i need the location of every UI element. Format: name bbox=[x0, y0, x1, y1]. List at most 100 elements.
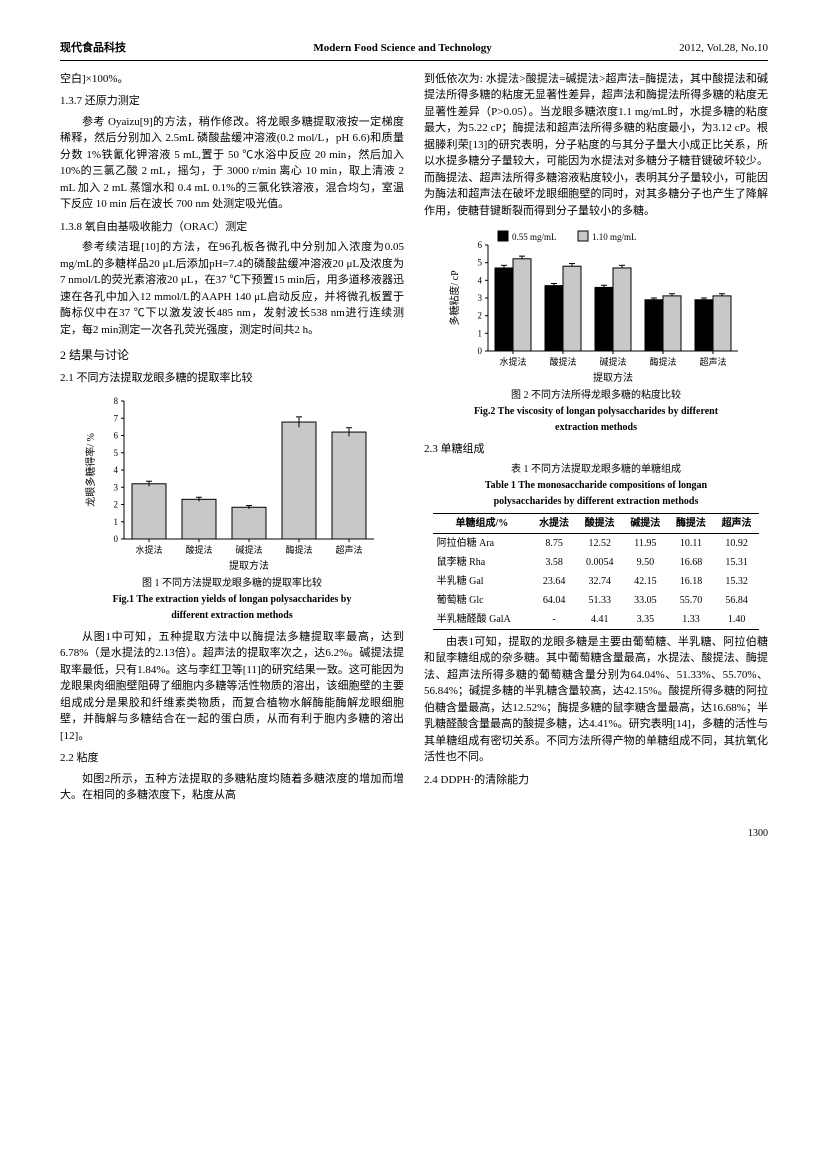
svg-text:2: 2 bbox=[114, 499, 119, 509]
section-2-1-body: 从图1中可知，五种提取方法中以酶提法多糖提取率最高，达到6.78%（是水提法的2… bbox=[60, 629, 404, 745]
section-2-4-title: 2.4 DDPH·的清除能力 bbox=[424, 772, 768, 789]
table-cell: 阿拉伯糖 Ara bbox=[433, 533, 532, 553]
table-cell: 0.0054 bbox=[577, 553, 623, 572]
table-cell: 51.33 bbox=[577, 591, 623, 610]
table-col-header: 酸提法 bbox=[577, 513, 623, 533]
page-number: 1300 bbox=[60, 826, 768, 841]
table-1: 单糖组成/%水提法酸提法碱提法酶提法超声法 阿拉伯糖 Ara8.7512.521… bbox=[433, 513, 760, 630]
table-cell: 10.11 bbox=[668, 533, 714, 553]
table-cell: - bbox=[531, 610, 577, 630]
svg-text:酶提法: 酶提法 bbox=[285, 544, 312, 555]
svg-text:碱提法: 碱提法 bbox=[599, 356, 626, 367]
figure-2-caption-en-2: extraction methods bbox=[424, 420, 768, 435]
table-cell: 9.50 bbox=[623, 553, 669, 572]
content-columns: 空白]×100%。 1.3.7 还原力测定 参考 Oyaizu[9]的方法，稍作… bbox=[60, 71, 768, 806]
table-cell: 鼠李糖 Rha bbox=[433, 553, 532, 572]
svg-text:0.55 mg/mL: 0.55 mg/mL bbox=[512, 232, 557, 242]
svg-text:8: 8 bbox=[114, 396, 119, 406]
table-1-body: 阿拉伯糖 Ara8.7512.5211.9510.1110.92鼠李糖 Rha3… bbox=[433, 533, 760, 629]
section-2-2-continuation: 到低依次为: 水提法>酸提法=碱提法>超声法=酶提法，其中酸提法和碱提法所得多糖… bbox=[424, 71, 768, 220]
svg-text:1.10 mg/mL: 1.10 mg/mL bbox=[592, 232, 637, 242]
table-cell: 11.95 bbox=[623, 533, 669, 553]
svg-text:6: 6 bbox=[478, 240, 483, 250]
svg-text:酸提法: 酸提法 bbox=[549, 356, 576, 367]
table-col-header: 碱提法 bbox=[623, 513, 669, 533]
table-col-header: 水提法 bbox=[531, 513, 577, 533]
continuation-line: 空白]×100%。 bbox=[60, 71, 404, 88]
svg-text:酸提法: 酸提法 bbox=[185, 544, 212, 555]
table-cell: 1.33 bbox=[668, 610, 714, 630]
table-row: 鼠李糖 Rha3.580.00549.5016.6815.31 bbox=[433, 553, 760, 572]
svg-text:0: 0 bbox=[114, 534, 119, 544]
table-cell: 3.58 bbox=[531, 553, 577, 572]
figure-1-caption-cn: 图 1 不同方法提取龙眼多糖的提取率比较 bbox=[60, 576, 404, 591]
figure-1-caption-en-2: different extraction methods bbox=[60, 608, 404, 623]
page-header: 现代食品科技 Modern Food Science and Technolog… bbox=[60, 40, 768, 61]
table-row: 半乳糖 Gal23.6432.7442.1516.1815.32 bbox=[433, 572, 760, 591]
table-cell: 42.15 bbox=[623, 572, 669, 591]
section-2-3-title: 2.3 单糖组成 bbox=[424, 441, 768, 458]
table-cell: 32.74 bbox=[577, 572, 623, 591]
svg-text:1: 1 bbox=[114, 516, 119, 526]
svg-text:提取方法: 提取方法 bbox=[593, 371, 633, 384]
header-journal-en: Modern Food Science and Technology bbox=[313, 40, 491, 57]
table-col-header: 超声法 bbox=[714, 513, 760, 533]
table-cell: 56.84 bbox=[714, 591, 760, 610]
table-cell: 葡萄糖 Glc bbox=[433, 591, 532, 610]
header-issue: 2012, Vol.28, No.10 bbox=[679, 40, 768, 57]
table-cell: 16.18 bbox=[668, 572, 714, 591]
svg-text:5: 5 bbox=[478, 258, 483, 268]
header-journal-cn: 现代食品科技 bbox=[60, 40, 126, 57]
table-cell: 4.41 bbox=[577, 610, 623, 630]
svg-text:4: 4 bbox=[114, 465, 119, 475]
svg-text:7: 7 bbox=[114, 413, 119, 423]
svg-text:超声法: 超声法 bbox=[335, 544, 362, 555]
figure-1: 012345678龙眼多糖得率/ %提取方法水提法酸提法碱提法酶提法超声法 图 … bbox=[60, 393, 404, 623]
svg-text:1: 1 bbox=[478, 328, 483, 338]
figure-2-chart: 0 1 2 3 4 5 6 多糖粘度/ cP 提取方法 0.55 mg/mL 1.10 mg/mL 水… bbox=[446, 225, 746, 385]
section-2-2-title: 2.2 粘度 bbox=[60, 750, 404, 767]
section-2-1-title: 2.1 不同方法提取龙眼多糖的提取率比较 bbox=[60, 370, 404, 387]
table-cell: 1.40 bbox=[714, 610, 760, 630]
svg-text:超声法: 超声法 bbox=[699, 356, 726, 367]
table-cell: 64.04 bbox=[531, 591, 577, 610]
section-2-title: 2 结果与讨论 bbox=[60, 346, 404, 364]
svg-text:龙眼多糖得率/ %: 龙眼多糖得率/ % bbox=[84, 433, 97, 507]
table-cell: 半乳糖 Gal bbox=[433, 572, 532, 591]
svg-text:2: 2 bbox=[478, 311, 483, 321]
svg-text:3: 3 bbox=[114, 482, 119, 492]
figure-2: 0 1 2 3 4 5 6 多糖粘度/ cP 提取方法 0.55 mg/mL 1.10 mg/mL 水… bbox=[424, 225, 768, 435]
table-cell: 半乳糖醛酸 GalA bbox=[433, 610, 532, 630]
table-1-caption-en-1: Table 1 The monosaccharide compositions … bbox=[424, 478, 768, 493]
figure-1-caption-en-1: Fig.1 The extraction yields of longan po… bbox=[60, 592, 404, 607]
table-cell: 15.32 bbox=[714, 572, 760, 591]
section-1-3-7-title: 1.3.7 还原力测定 bbox=[60, 93, 404, 110]
section-2-2-body: 如图2所示，五种方法提取的多糖粘度均随着多糖浓度的增加而增大。在相同的多糖浓度下… bbox=[60, 771, 404, 804]
right-column: 到低依次为: 水提法>酸提法=碱提法>超声法=酶提法，其中酸提法和碱提法所得多糖… bbox=[424, 71, 768, 806]
table-col-header: 酶提法 bbox=[668, 513, 714, 533]
table-cell: 3.35 bbox=[623, 610, 669, 630]
section-1-3-7-body: 参考 Oyaizu[9]的方法，稍作修改。将龙眼多糖提取液按一定梯度稀释，然后分… bbox=[60, 114, 404, 213]
table-1-caption-cn: 表 1 不同方法提取龙眼多糖的单糖组成 bbox=[424, 462, 768, 477]
table-cell: 55.70 bbox=[668, 591, 714, 610]
table-cell: 10.92 bbox=[714, 533, 760, 553]
svg-text:3: 3 bbox=[478, 293, 483, 303]
svg-text:水提法: 水提法 bbox=[135, 544, 162, 555]
svg-text:水提法: 水提法 bbox=[499, 356, 526, 367]
svg-text:提取方法: 提取方法 bbox=[229, 559, 269, 572]
table-cell: 8.75 bbox=[531, 533, 577, 553]
section-1-3-8-body: 参考续洁琨[10]的方法，在96孔板各微孔中分别加入浓度为0.05 mg/mL的… bbox=[60, 239, 404, 338]
svg-text:0: 0 bbox=[478, 346, 483, 356]
svg-text:多糖粘度/ cP: 多糖粘度/ cP bbox=[448, 270, 461, 326]
table-cell: 23.64 bbox=[531, 572, 577, 591]
table-1-caption-en-2: polysaccharides by different extraction … bbox=[424, 494, 768, 509]
left-column: 空白]×100%。 1.3.7 还原力测定 参考 Oyaizu[9]的方法，稍作… bbox=[60, 71, 404, 806]
svg-text:碱提法: 碱提法 bbox=[235, 544, 262, 555]
svg-text:4: 4 bbox=[478, 275, 483, 285]
table-cell: 12.52 bbox=[577, 533, 623, 553]
table-1-header-row: 单糖组成/%水提法酸提法碱提法酶提法超声法 bbox=[433, 513, 760, 533]
table-cell: 33.05 bbox=[623, 591, 669, 610]
table-col-header: 单糖组成/% bbox=[433, 513, 532, 533]
table-row: 半乳糖醛酸 GalA-4.413.351.331.40 bbox=[433, 610, 760, 630]
table-cell: 16.68 bbox=[668, 553, 714, 572]
